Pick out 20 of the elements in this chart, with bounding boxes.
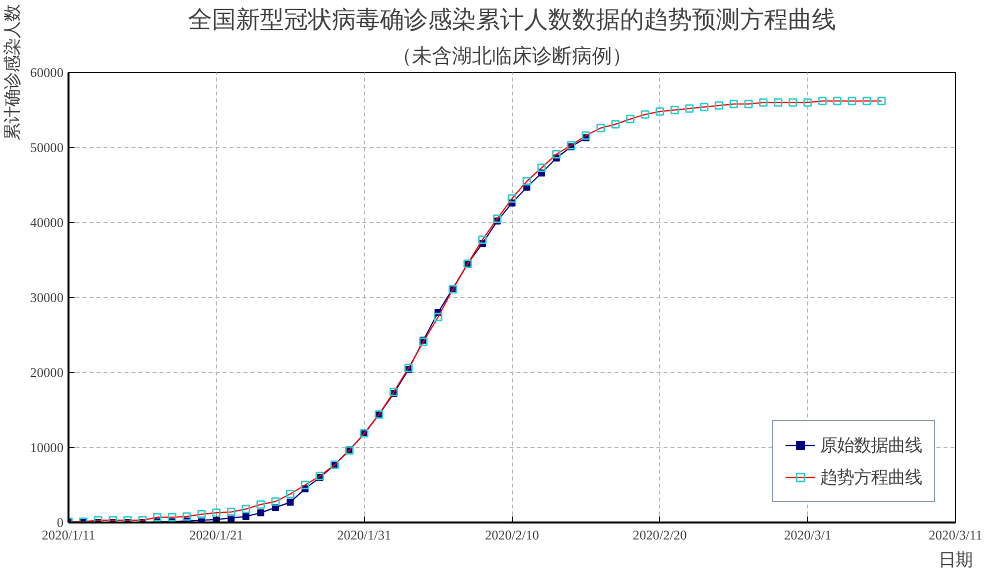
- y-axis-title: 累计确诊感染人数: [3, 4, 22, 140]
- y-tick-label: 20000: [30, 365, 64, 380]
- y-tick-label: 30000: [30, 290, 64, 305]
- x-tick-label: 2020/1/11: [42, 528, 96, 542]
- x-tick-label: 2020/3/1: [784, 528, 832, 542]
- x-tick-label: 2020/2/20: [632, 528, 688, 542]
- y-tick-label: 50000: [30, 140, 64, 155]
- x-tick-label: 2020/1/31: [337, 528, 392, 542]
- legend-label: 趋势方程曲线: [820, 467, 922, 489]
- y-tick-label: 60000: [30, 65, 64, 80]
- legend-label: 原始数据曲线: [820, 435, 922, 457]
- chart-subtitle: （未含湖北临床诊断病例）: [392, 46, 632, 68]
- x-tick-label: 2020/3/11: [928, 528, 982, 542]
- x-tick-label: 2020/2/10: [484, 528, 540, 542]
- y-tick-label: 0: [56, 515, 64, 530]
- chart-title: 全国新型冠状病毒确诊感染累计人数数据的趋势预测方程曲线: [188, 6, 836, 34]
- y-tick-label: 40000: [30, 215, 64, 230]
- y-tick-label: 10000: [30, 440, 64, 455]
- x-axis-title: 日期: [938, 550, 972, 570]
- x-tick-label: 2020/1/21: [189, 528, 244, 542]
